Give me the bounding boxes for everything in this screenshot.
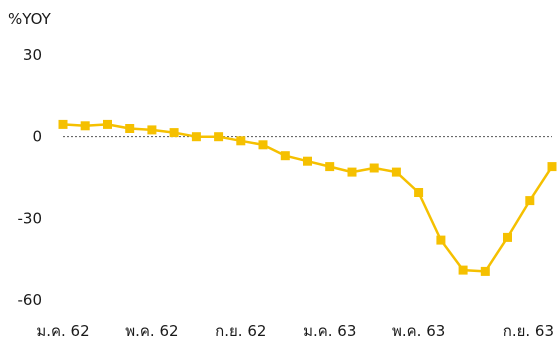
data-point [80, 121, 90, 131]
data-point [103, 119, 112, 129]
data-point [369, 163, 379, 173]
x-tick-label: ก.ย. 62 [215, 322, 266, 340]
data-point [414, 188, 424, 197]
x-tick-label: ม.ค. 62 [36, 322, 89, 340]
data-point [147, 125, 157, 135]
y-tick-label: 30 [23, 46, 42, 64]
data-point [191, 132, 201, 142]
x-axis-ticks: ม.ค. 62 พ.ค. 62 ก.ย. 62 ม.ค. 63 พ.ค. 63 ก.ย. … [36, 322, 554, 340]
data-point [169, 128, 179, 138]
data-point [58, 119, 68, 129]
y-axis-ticks: 30 0 -30 -60 [18, 46, 43, 309]
x-tick-label: ม.ค. 63 [303, 322, 356, 340]
data-point [236, 136, 246, 146]
data-point [347, 167, 357, 177]
data-point [525, 196, 535, 206]
data-point [258, 140, 268, 150]
data-point [125, 124, 135, 133]
series-line [62, 123, 554, 273]
y-axis-label: %YOY [8, 10, 52, 28]
data-point [436, 235, 446, 245]
y-tick-label: -60 [18, 291, 43, 309]
y-tick-label: 0 [32, 128, 42, 146]
data-points [58, 119, 557, 276]
data-point [325, 162, 335, 172]
data-point [458, 265, 468, 275]
data-point [214, 132, 224, 142]
x-tick-label: พ.ค. 63 [392, 322, 445, 340]
data-point [547, 162, 557, 172]
data-point [303, 156, 312, 166]
x-tick-label: ก.ย. 63 [503, 322, 554, 340]
y-tick-label: -30 [18, 209, 43, 227]
data-point [480, 266, 490, 276]
x-tick-label: พ.ค. 62 [125, 322, 178, 340]
data-point [391, 167, 401, 177]
data-point [503, 232, 512, 242]
data-point [280, 151, 290, 161]
